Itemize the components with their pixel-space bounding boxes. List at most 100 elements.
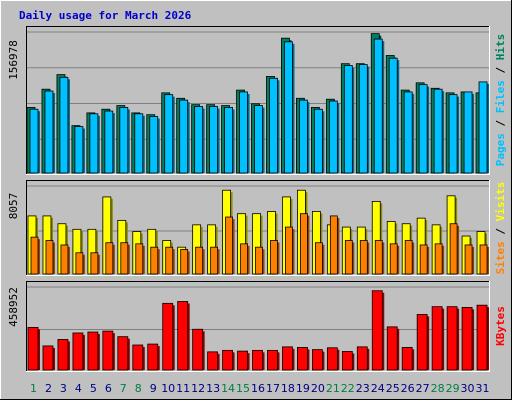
legend-item-2: Visits [494, 182, 507, 222]
legend-item-1: / [494, 113, 507, 133]
files-bar-day-12 [194, 106, 205, 174]
kbytes-bar-day-26 [401, 347, 415, 371]
chart-title: Daily usage for March 2026 [19, 9, 192, 22]
day-label-9: 9 [150, 382, 157, 395]
kbytes-bar-day-10 [162, 302, 175, 371]
sites-bar-day-4 [75, 252, 85, 275]
kbytes-bar-day-29 [446, 306, 460, 371]
legend-item-4: Hits [494, 34, 507, 61]
files-bar-day-23 [358, 64, 370, 174]
files-bar-day-6 [104, 110, 115, 174]
legend-item-2: Files [494, 80, 507, 113]
kbytes-panel: 458952 KBytes [7, 281, 507, 372]
kbytes-bar-day-1 [27, 327, 40, 371]
day-label-12: 12 [191, 382, 205, 395]
day-label-26: 26 [401, 382, 415, 395]
kbytes-bar-day-9 [147, 343, 160, 371]
kbytes-bar-day-17 [267, 349, 280, 371]
files-bar-day-20 [313, 108, 325, 174]
files-bar-day-2 [44, 90, 55, 174]
kbytes-bar-day-16 [252, 349, 265, 371]
files-bar-day-8 [134, 113, 145, 174]
day-label-30: 30 [461, 382, 475, 395]
kbytes-bar-day-6 [102, 330, 115, 371]
day-label-6: 6 [105, 382, 112, 395]
kbytes-bar-day-20 [311, 349, 325, 371]
sites-bar-day-9 [150, 246, 160, 275]
visits-panel: 8057 Sites / Visits [7, 180, 507, 276]
legend-item-0: Pages [494, 133, 507, 166]
sites-bar-day-7 [120, 242, 130, 275]
files-bar-day-9 [149, 116, 160, 174]
kbytes-bar-day-12 [192, 328, 205, 371]
day-label-15: 15 [236, 382, 250, 395]
files-bar-day-18 [284, 41, 295, 174]
sites-bar-day-19 [300, 213, 310, 275]
files-bar-day-7 [119, 107, 130, 174]
kbytes-panel-gridlines [27, 286, 489, 330]
files-bar-day-30 [463, 91, 475, 174]
files-bar-day-5 [89, 113, 100, 174]
day-label-11: 11 [176, 382, 190, 395]
kbytes-bar-day-28 [431, 306, 445, 371]
files-bar-day-3 [59, 76, 70, 174]
files-bar-day-28 [433, 88, 445, 174]
files-bar-day-1 [29, 108, 40, 174]
kbytes-bar-day-5 [87, 331, 100, 371]
kbytes-bar-day-30 [461, 307, 475, 371]
visits-panel-legend: Sites / Visits [494, 182, 507, 275]
day-label-29: 29 [446, 382, 460, 395]
kbytes-bar-day-24 [371, 290, 385, 371]
kbytes-bar-day-27 [416, 314, 430, 371]
day-label-23: 23 [356, 382, 370, 395]
sites-bar-day-28 [434, 243, 445, 275]
sites-bar-day-1 [30, 236, 40, 275]
kbytes-bar-day-14 [222, 349, 235, 371]
kbytes-bar-day-13 [207, 351, 220, 371]
kbytes-bar-day-7 [117, 336, 130, 371]
sites-bar-day-15 [240, 243, 250, 275]
day-label-27: 27 [416, 382, 430, 395]
day-label-4: 4 [75, 382, 82, 395]
sites-bar-day-29 [449, 223, 460, 275]
series-kbytes [27, 290, 490, 371]
kbytes-bar-day-2 [42, 345, 55, 371]
day-label-25: 25 [386, 382, 400, 395]
files-bar-day-22 [343, 65, 355, 174]
x-axis-labels: 1 2 3 4 5 6 7 8 9 10 11 12 13 14 15 16 17 18 19 20 21 22 23 24 2… [30, 382, 490, 395]
day-label-8: 8 [135, 382, 142, 395]
files-bar-day-13 [209, 106, 220, 174]
hits-panel: 156978 Pages / Files / Hits [7, 26, 507, 175]
files-bar-day-29 [448, 94, 460, 174]
sites-bar-day-17 [270, 240, 280, 275]
sites-bar-day-20 [314, 242, 325, 275]
day-label-24: 24 [371, 382, 385, 395]
legend-item-0: KBytes [494, 306, 507, 346]
kbytes-bar-day-18 [282, 346, 295, 371]
sites-bar-day-16 [255, 246, 265, 275]
sites-bar-day-14 [225, 216, 235, 275]
day-label-7: 7 [120, 382, 127, 395]
legend-item-0: Sites [494, 241, 507, 274]
files-bar-day-10 [164, 94, 175, 174]
legend-item-1: / [494, 221, 507, 241]
day-label-19: 19 [296, 382, 310, 395]
day-label-31: 31 [476, 382, 490, 395]
day-label-22: 22 [341, 382, 355, 395]
sites-bar-day-21 [329, 215, 340, 275]
kbytes-bar-day-4 [72, 332, 85, 371]
day-label-20: 20 [311, 382, 325, 395]
files-bar-day-16 [254, 105, 265, 174]
files-bar-day-27 [418, 84, 430, 174]
files-bar-day-19 [299, 99, 310, 174]
files-bar-day-26 [403, 91, 415, 174]
sites-bar-day-24 [374, 240, 385, 275]
kbytes-bar-day-23 [356, 346, 370, 371]
files-bar-day-17 [269, 77, 280, 174]
day-label-16: 16 [251, 382, 265, 395]
sites-bar-day-12 [195, 246, 205, 275]
kbytes-bar-day-15 [237, 350, 250, 371]
kbytes-bar-day-8 [132, 344, 145, 371]
files-bar-day-31 [478, 81, 490, 174]
